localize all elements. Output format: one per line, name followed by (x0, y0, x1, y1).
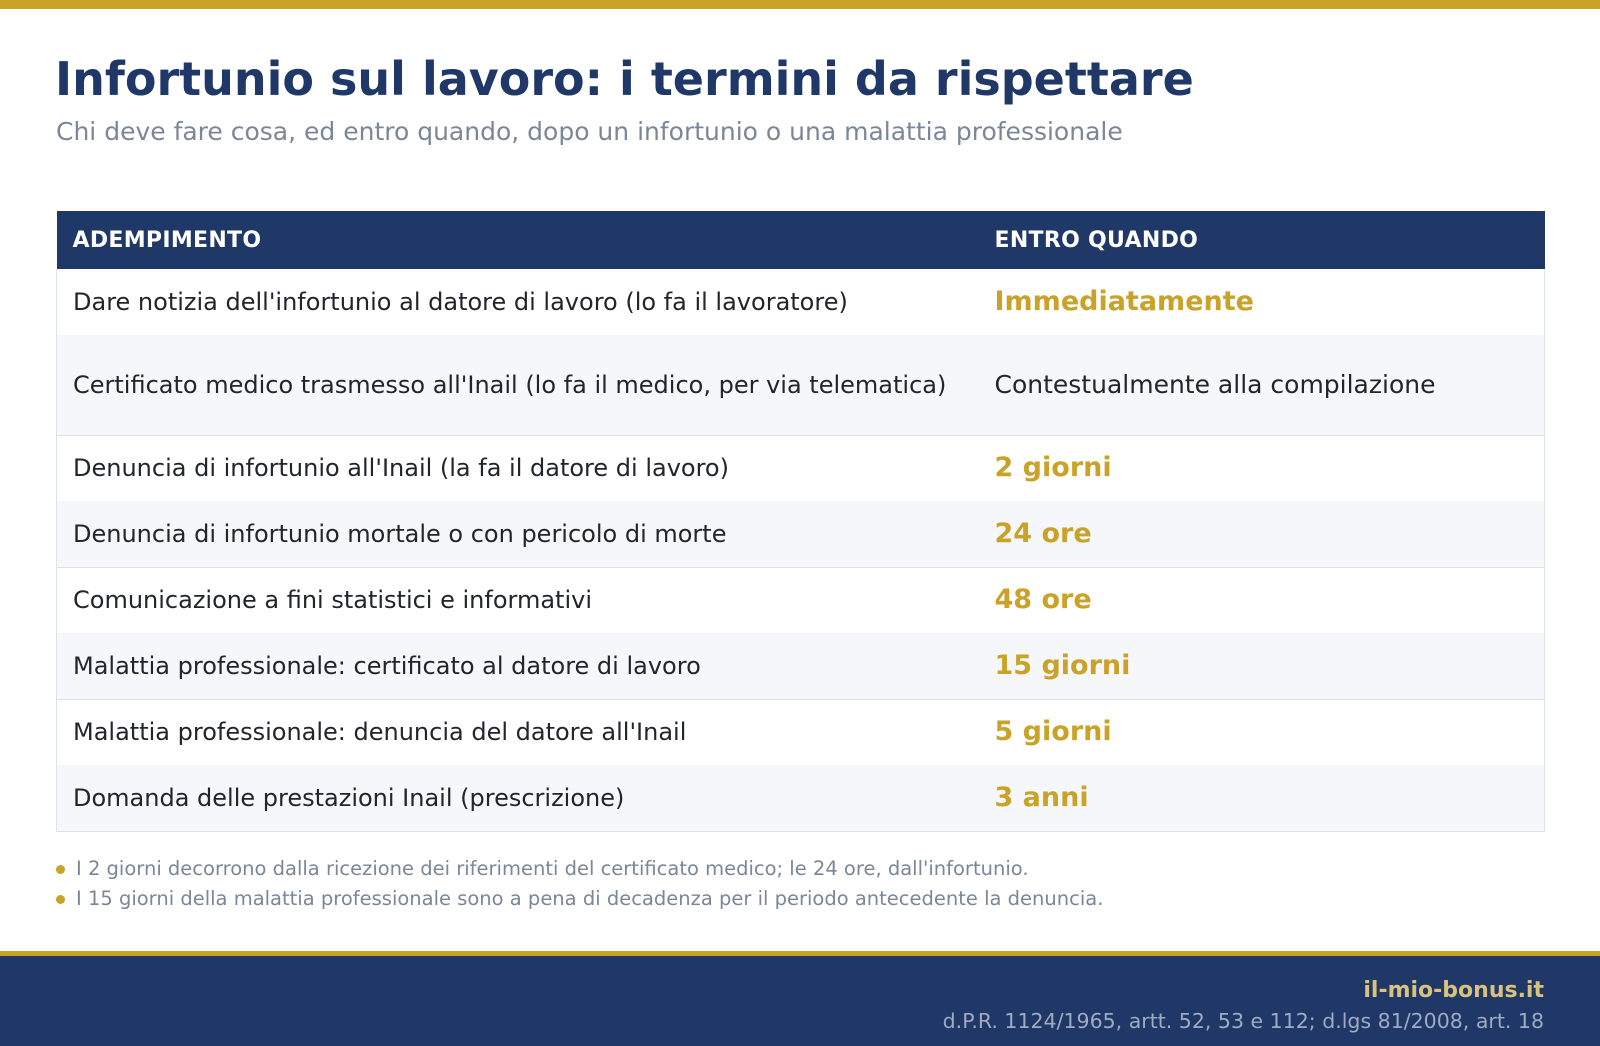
footnotes: I 2 giorni decorrono dalla ricezione dei… (56, 854, 1456, 914)
task-cell: Denuncia di infortunio all'Inail (la fa … (56, 435, 979, 501)
top-accent-bar (0, 0, 1600, 9)
page-subtitle: Chi deve fare cosa, ed entro quando, dop… (56, 117, 1123, 146)
footer-legal-reference: d.P.R. 1124/1965, artt. 52, 53 e 112; d.… (942, 1009, 1544, 1033)
task-cell: Comunicazione a fini statistici e inform… (56, 567, 979, 633)
footnote: I 15 giorni della malattia professionale… (56, 884, 1456, 914)
task-cell: Malattia professionale: certificato al d… (56, 633, 979, 700)
footnote-text: I 2 giorni decorrono dalla ricezione dei… (76, 857, 1029, 880)
table-row: Dare notizia dell'infortunio al datore d… (56, 269, 1545, 335)
column-header-task: ADEMPIMENTO (72, 227, 262, 253)
table-row: Denuncia di infortunio mortale o con per… (56, 501, 1545, 568)
table-row: Malattia professionale: certificato al d… (56, 633, 1545, 700)
bullet-dot-icon (56, 895, 65, 904)
task-cell: Certificato medico trasmesso all'Inail (… (56, 335, 979, 436)
deadlines-table: ADEMPIMENTO ENTRO QUANDO Dare notizia de… (56, 211, 1545, 832)
task-cell: Domanda delle prestazioni Inail (prescri… (56, 765, 979, 832)
deadline-cell: Contestualmente alla compilazione (978, 335, 1545, 436)
footnote: I 2 giorni decorrono dalla ricezione dei… (56, 854, 1456, 884)
task-cell: Malattia professionale: denuncia del dat… (56, 699, 979, 765)
column-header-deadline: ENTRO QUANDO (994, 227, 1199, 253)
deadlines-table-container: ADEMPIMENTO ENTRO QUANDO Dare notizia de… (56, 211, 1545, 832)
table-row: Certificato medico trasmesso all'Inail (… (56, 335, 1545, 436)
footer-bar: il-mio-bonus.it d.P.R. 1124/1965, artt. … (0, 951, 1600, 1046)
deadline-cell: 3 anni (978, 765, 1545, 832)
deadline-cell: 15 giorni (978, 633, 1545, 700)
table-header-row: ADEMPIMENTO ENTRO QUANDO (56, 211, 1545, 269)
task-cell: Dare notizia dell'infortunio al datore d… (56, 269, 979, 335)
footer-brand: il-mio-bonus.it (1363, 978, 1544, 1003)
table-row: Denuncia di infortunio all'Inail (la fa … (56, 435, 1545, 501)
deadline-cell: 2 giorni (978, 435, 1545, 501)
bullet-dot-icon (56, 865, 65, 874)
table-row: Comunicazione a fini statistici e inform… (56, 567, 1545, 633)
table-row: Domanda delle prestazioni Inail (prescri… (56, 765, 1545, 832)
task-cell: Denuncia di infortunio mortale o con per… (56, 501, 979, 568)
deadline-cell: Immediatamente (978, 269, 1545, 335)
deadline-cell: 24 ore (978, 501, 1545, 568)
page-title: Infortunio sul lavoro: i termini da risp… (55, 52, 1194, 106)
deadline-cell: 48 ore (978, 567, 1545, 633)
deadline-cell: 5 giorni (978, 699, 1545, 765)
table-row: Malattia professionale: denuncia del dat… (56, 699, 1545, 765)
footnote-text: I 15 giorni della malattia professionale… (76, 887, 1104, 910)
